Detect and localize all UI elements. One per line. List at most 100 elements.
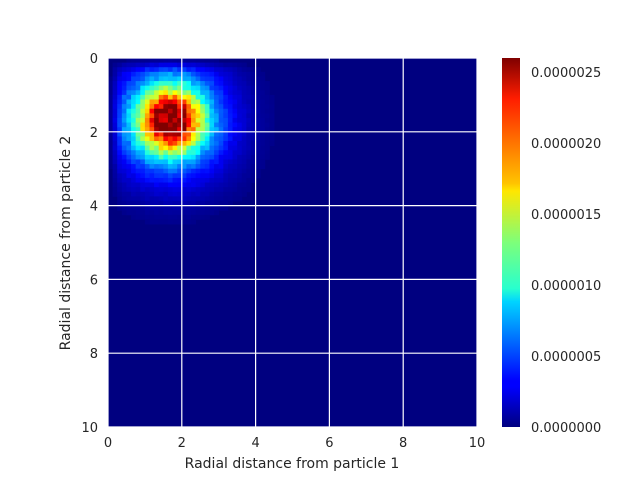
heatmap-cell bbox=[209, 131, 215, 137]
heatmap-cell bbox=[204, 117, 210, 123]
heatmap-cell bbox=[112, 164, 118, 170]
heatmap-cell bbox=[172, 71, 178, 77]
heatmap-cell bbox=[126, 67, 132, 73]
heatmap-cell bbox=[200, 58, 206, 64]
heatmap-cell bbox=[177, 196, 183, 202]
heatmap-cell bbox=[191, 76, 197, 82]
heatmap-cell bbox=[135, 71, 141, 77]
heatmap-cell bbox=[131, 214, 137, 220]
heatmap-cell bbox=[241, 131, 247, 137]
heatmap-cell bbox=[223, 187, 229, 193]
heatmap-cell bbox=[232, 62, 238, 68]
heatmap-cell bbox=[260, 122, 266, 128]
heatmap-cell bbox=[126, 210, 132, 216]
heatmap-cell bbox=[181, 117, 187, 123]
heatmap-cell bbox=[167, 131, 173, 137]
heatmap-cell bbox=[250, 131, 256, 137]
heatmap-cell bbox=[195, 154, 201, 160]
heatmap-cell bbox=[204, 58, 210, 64]
heatmap-cell bbox=[154, 94, 160, 100]
heatmap-cell bbox=[232, 136, 238, 142]
heatmap-cell bbox=[117, 182, 123, 188]
heatmap-cell bbox=[121, 168, 127, 174]
heatmap-cell bbox=[186, 117, 192, 123]
heatmap-cell bbox=[214, 136, 220, 142]
heatmap-cell bbox=[135, 127, 141, 133]
heatmap-cell bbox=[237, 141, 243, 147]
heatmap-cell bbox=[200, 76, 206, 82]
heatmap-cell bbox=[140, 117, 146, 123]
heatmap-cell bbox=[250, 104, 256, 110]
heatmap-cell bbox=[255, 76, 261, 82]
heatmap-cell bbox=[117, 205, 123, 211]
heatmap-cell bbox=[144, 173, 150, 179]
heatmap-cell bbox=[149, 117, 155, 123]
heatmap-cell bbox=[117, 90, 123, 96]
heatmap-cell bbox=[209, 177, 215, 183]
heatmap-cell bbox=[209, 94, 215, 100]
heatmap-cell bbox=[200, 122, 206, 128]
heatmap-cell bbox=[255, 141, 261, 147]
heatmap-cell bbox=[163, 164, 169, 170]
heatmap-cell bbox=[112, 117, 118, 123]
heatmap-cell bbox=[158, 81, 164, 87]
heatmap-cell bbox=[154, 159, 160, 165]
heatmap-cell bbox=[158, 85, 164, 91]
heatmap-cell bbox=[241, 159, 247, 165]
heatmap-cell bbox=[140, 113, 146, 119]
heatmap-cell bbox=[149, 191, 155, 197]
heatmap-cell bbox=[227, 141, 233, 147]
heatmap-cell bbox=[200, 182, 206, 188]
heatmap-cell bbox=[191, 154, 197, 160]
heatmap-cell bbox=[181, 200, 187, 206]
heatmap-cell bbox=[121, 196, 127, 202]
heatmap-cell bbox=[121, 154, 127, 160]
heatmap-cell bbox=[241, 145, 247, 151]
heatmap-cell bbox=[154, 154, 160, 160]
x-tick-label: 4 bbox=[251, 436, 259, 451]
heatmap-cell bbox=[167, 150, 173, 156]
y-axis-label: Radial distance from particle 2 bbox=[58, 136, 74, 351]
heatmap-cell bbox=[218, 113, 224, 119]
heatmap-cell bbox=[135, 122, 141, 128]
heatmap-cell bbox=[269, 131, 275, 137]
heatmap-cell bbox=[167, 127, 173, 133]
heatmap-cell bbox=[158, 131, 164, 137]
heatmap-cell bbox=[223, 191, 229, 197]
heatmap-cell bbox=[154, 104, 160, 110]
heatmap-cell bbox=[121, 191, 127, 197]
heatmap-cell bbox=[250, 94, 256, 100]
heatmap-cell bbox=[214, 58, 220, 64]
heatmap-cell bbox=[149, 131, 155, 137]
heatmap-cell bbox=[255, 145, 261, 151]
heatmap-cell bbox=[181, 71, 187, 77]
heatmap-cell bbox=[112, 113, 118, 119]
heatmap-cell bbox=[209, 145, 215, 151]
heatmap-cell bbox=[112, 159, 118, 165]
heatmap-cell bbox=[112, 122, 118, 128]
heatmap-cell bbox=[154, 141, 160, 147]
heatmap-cell bbox=[154, 219, 160, 225]
colorbar-gradient bbox=[502, 58, 520, 427]
heatmap-cell bbox=[163, 219, 169, 225]
heatmap-cell bbox=[218, 104, 224, 110]
heatmap-cell bbox=[158, 58, 164, 64]
heatmap-cell bbox=[191, 164, 197, 170]
heatmap-cell bbox=[223, 168, 229, 174]
heatmap-cell bbox=[149, 164, 155, 170]
heatmap-cell bbox=[154, 164, 160, 170]
heatmap-cell bbox=[163, 81, 169, 87]
heatmap-cell bbox=[227, 67, 233, 73]
heatmap-cell bbox=[250, 113, 256, 119]
heatmap-cell bbox=[214, 104, 220, 110]
heatmap-cell bbox=[149, 90, 155, 96]
heatmap-cell bbox=[200, 214, 206, 220]
heatmap-cell bbox=[131, 150, 137, 156]
heatmap-cell bbox=[126, 104, 132, 110]
heatmap-cell bbox=[154, 127, 160, 133]
heatmap-cell bbox=[204, 182, 210, 188]
heatmap-cell bbox=[246, 117, 252, 123]
heatmap-cell bbox=[167, 177, 173, 183]
heatmap-cell bbox=[250, 81, 256, 87]
heatmap-cell bbox=[144, 141, 150, 147]
